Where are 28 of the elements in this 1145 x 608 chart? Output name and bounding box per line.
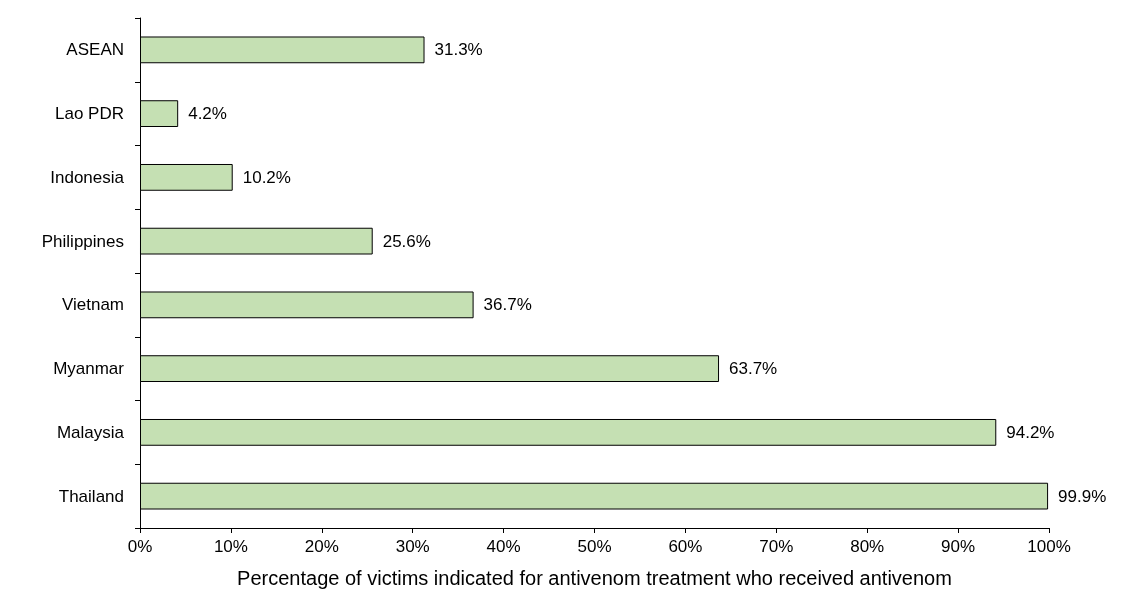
x-tick-label: 40% <box>486 537 521 556</box>
x-tick-label: 70% <box>759 537 794 556</box>
x-tick-label: 30% <box>395 537 430 556</box>
x-tick-label: 20% <box>304 537 339 556</box>
data-label: 99.9% <box>1058 486 1107 506</box>
x-tick-label: 50% <box>577 537 612 556</box>
data-label: 10.2% <box>242 167 291 187</box>
x-tick-label: 80% <box>850 537 885 556</box>
x-tick-label: 0% <box>127 537 153 556</box>
data-label: 25.6% <box>382 231 431 251</box>
y-tick-label: Indonesia <box>50 167 125 187</box>
y-tick-label: Myanmar <box>53 359 125 379</box>
data-label: 94.2% <box>1006 422 1055 442</box>
y-tick-label: Philippines <box>41 231 124 251</box>
data-label: 36.7% <box>483 295 532 315</box>
y-tick-label: Thailand <box>58 486 124 506</box>
data-label: 4.2% <box>188 104 227 124</box>
y-tick-label: Malaysia <box>56 422 125 442</box>
x-axis-title: Percentage of victims indicated for antivenom treatment who received antivenom <box>237 567 952 589</box>
y-tick-label: Lao PDR <box>55 104 124 124</box>
y-tick-label: ASEAN <box>66 40 124 60</box>
x-tick-label: 90% <box>941 537 976 556</box>
data-label: 31.3% <box>434 40 483 60</box>
x-tick-label: 60% <box>668 537 703 556</box>
y-tick-label: Vietnam <box>61 295 124 315</box>
x-tick-label: 100% <box>1027 537 1071 556</box>
data-label: 63.7% <box>729 359 778 379</box>
x-tick-label: 10% <box>213 537 248 556</box>
